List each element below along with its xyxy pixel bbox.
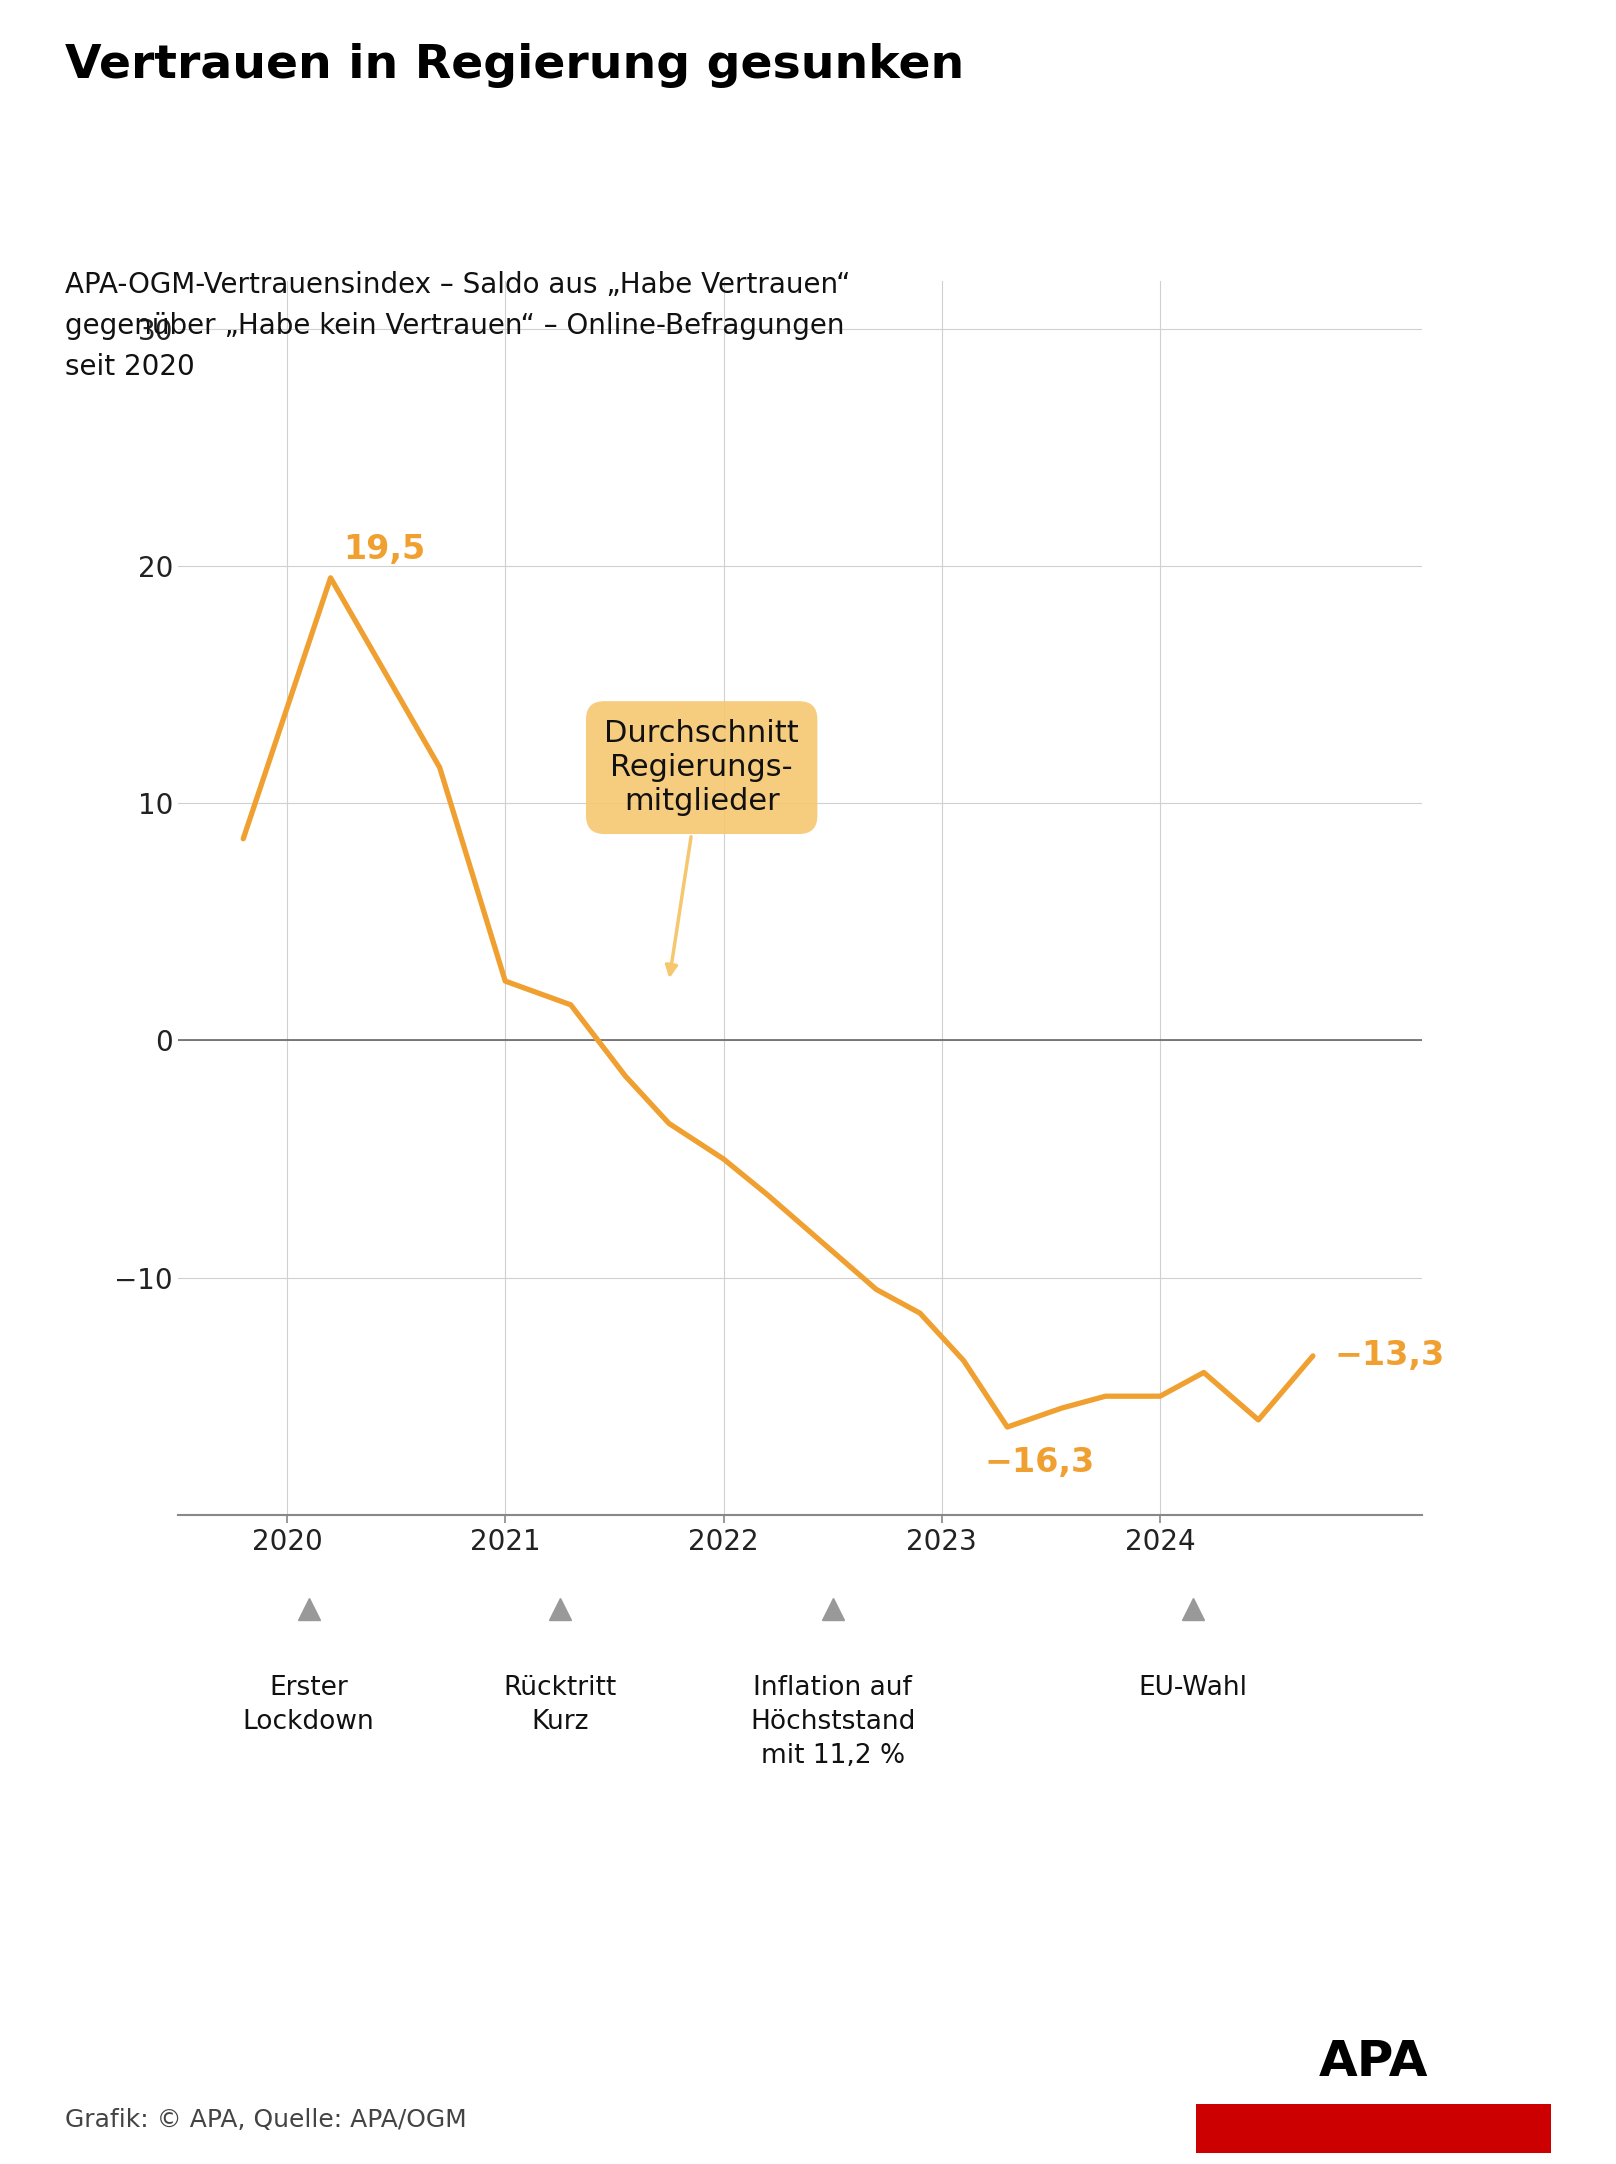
Text: Rücktritt
Kurz: Rücktritt Kurz (503, 1675, 616, 1736)
Text: Durchschnitt
Regierungs-
mitglieder: Durchschnitt Regierungs- mitglieder (604, 718, 798, 974)
Text: −16,3: −16,3 (984, 1446, 1096, 1478)
Text: 19,5: 19,5 (344, 532, 427, 567)
Text: EU-Wahl: EU-Wahl (1138, 1675, 1248, 1701)
Bar (1196, 2103, 1551, 2153)
Text: −13,3: −13,3 (1335, 1340, 1445, 1372)
Text: APA-OGM-Vertrauensindex – Saldo aus „Habe Vertrauen“
gegenüber „Habe kein Vertra: APA-OGM-Vertrauensindex – Saldo aus „Hab… (65, 270, 850, 381)
Text: Erster
Lockdown: Erster Lockdown (242, 1675, 375, 1736)
Text: Inflation auf
Höchststand
mit 11,2 %: Inflation auf Höchststand mit 11,2 % (750, 1675, 915, 1768)
Text: Grafik: © APA, Quelle: APA/OGM: Grafik: © APA, Quelle: APA/OGM (65, 2108, 467, 2132)
Text: Vertrauen in Regierung gesunken: Vertrauen in Regierung gesunken (65, 43, 963, 89)
Text: APA: APA (1319, 2038, 1429, 2086)
